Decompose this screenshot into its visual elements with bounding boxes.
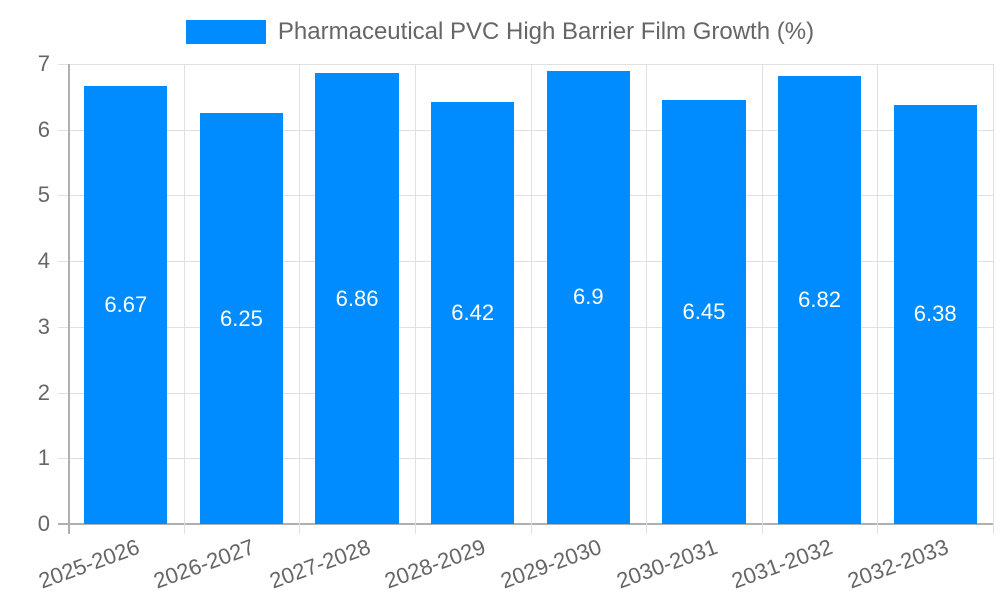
x-tick-label: 2025-2026 [34,534,143,594]
y-tick-label: 5 [37,182,50,208]
bar[interactable]: 6.86 [315,73,399,524]
y-tick-label: 3 [37,313,50,339]
x-tick-label: 2031-2032 [728,534,837,594]
bar[interactable]: 6.25 [199,113,284,524]
y-tick-label: 0 [37,511,50,536]
bar-value-label: 6.67 [104,291,148,317]
bar-value-label: 6.42 [451,300,495,326]
bar[interactable]: 6.9 [546,70,630,524]
gridline-horizontal [58,392,993,394]
gridline-horizontal [58,326,993,328]
x-tick-label: 2026-2027 [150,534,258,594]
bar[interactable]: 6.45 [662,100,746,524]
bar-value-label: 6.25 [220,305,263,331]
legend-label[interactable]: Pharmaceutical PVC High Barrier Film Gro… [277,18,815,45]
gridline-vertical [530,64,532,534]
bar[interactable]: 6.82 [777,75,862,524]
legend-swatch[interactable] [185,20,266,44]
x-tick-label: 2029-2030 [497,534,605,594]
x-tick-label: 2028-2029 [381,534,490,594]
bar-value-label: 6.45 [682,299,726,325]
plot-area: 6.67 6.25 6.86 6.42 6.9 6.45 6.82 6.38 [58,64,994,534]
bar[interactable]: 6.67 [84,85,168,524]
y-tick-label: 2 [37,379,50,405]
bar[interactable]: 6.38 [893,104,977,524]
bar-value-label: 6.38 [913,301,957,327]
y-tick-label: 7 [37,51,50,76]
bar-value-label: 6.82 [798,286,841,312]
x-axis-line [58,523,993,525]
y-tick-label: 6 [37,116,50,142]
x-tick-label: 2032-2033 [844,534,952,594]
gridline-horizontal [58,195,993,197]
bar-value-label: 6.9 [573,284,604,310]
gridline-vertical [877,64,879,534]
bar[interactable]: 6.42 [431,102,515,524]
gridline-horizontal [58,261,993,263]
gridline-horizontal [58,129,993,131]
x-tick-label: 2030-2031 [613,534,721,594]
y-tick-label: 1 [37,445,50,471]
x-tick-label: 2027-2028 [266,534,374,594]
gridline-horizontal [58,64,993,65]
gridline-horizontal [58,458,993,460]
gridline-vertical [993,64,994,534]
gridline-vertical [183,64,185,534]
gridline-vertical [299,64,301,534]
y-tick-label: 4 [37,248,50,274]
gridline-vertical [646,64,648,534]
gridline-vertical [761,64,763,534]
bar-value-label: 6.86 [335,285,379,311]
gridline-vertical [414,64,416,534]
chart-legend: Pharmaceutical PVC High Barrier Film Gro… [0,18,1000,46]
y-axis-line [68,64,70,534]
